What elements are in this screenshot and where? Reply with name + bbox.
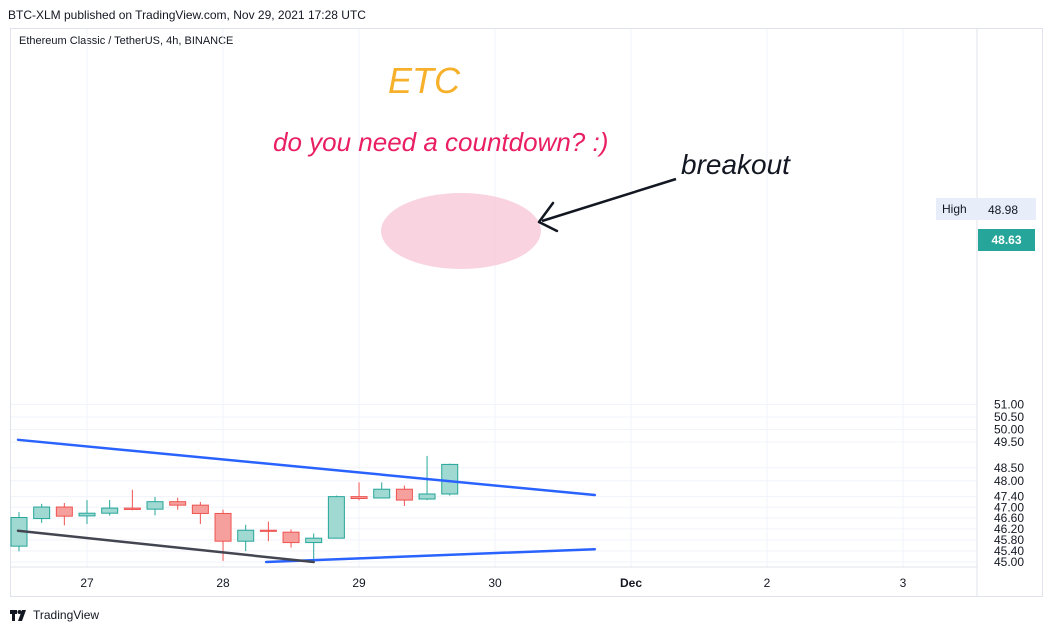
candle-body (237, 529, 255, 542)
candle-body (55, 506, 73, 517)
candle (146, 496, 164, 516)
y-tick-label: 51.00 (994, 398, 1024, 412)
candle (78, 500, 96, 525)
upper-trendline (16, 438, 597, 497)
candle-body (78, 512, 96, 517)
candle-body (33, 506, 51, 520)
support-line (16, 529, 315, 564)
countdown-annotation: do you need a countdown? :) (273, 127, 609, 157)
x-tick-label: 29 (352, 576, 366, 590)
breakout-highlight-ellipse (381, 193, 541, 269)
candle (33, 503, 51, 523)
candle (327, 495, 345, 539)
x-tick-label: 3 (900, 576, 907, 590)
y-tick-label: 48.50 (994, 461, 1024, 475)
candle (305, 533, 323, 562)
candle (350, 482, 368, 501)
x-tick-label: Dec (620, 576, 642, 590)
candles-layer (10, 455, 459, 562)
candle (101, 500, 119, 516)
candle-body (191, 504, 209, 514)
candle (395, 485, 413, 506)
breakout-arrow-shaft (541, 177, 677, 223)
candle-body (123, 507, 141, 510)
footer-brand[interactable]: TradingView (10, 608, 99, 622)
x-tick-label: 27 (80, 576, 94, 590)
y-tick-label: 46.60 (994, 511, 1024, 525)
high-price-box (936, 198, 1036, 220)
candle-body (146, 501, 164, 510)
candle (191, 501, 209, 525)
symbol-info: Ethereum Classic / TetherUS, 4h, BINANCE (19, 35, 234, 47)
candle (237, 524, 255, 552)
chart-frame (10, 28, 1043, 597)
y-tick-label: 50.00 (994, 422, 1024, 436)
breakout-annotation: breakout (681, 149, 790, 180)
candle-body (373, 488, 391, 499)
y-tick-label: 45.80 (994, 533, 1024, 547)
candle-body (418, 493, 436, 500)
candle-body (169, 501, 187, 506)
high-value: 48.98 (988, 203, 1019, 217)
x-tick-label: 28 (216, 576, 230, 590)
candle (169, 497, 187, 510)
etc-annotation: ETC (388, 60, 460, 101)
y-tick-label: 46.20 (994, 522, 1024, 536)
candle (123, 489, 141, 511)
candle-body (441, 463, 459, 495)
high-label: High (942, 202, 967, 216)
x-tick-label: 30 (488, 576, 502, 590)
overlay-layer (16, 177, 677, 564)
chart-grid (11, 29, 977, 567)
y-tick-label: 45.00 (994, 555, 1024, 569)
breakout-arrow-head (537, 201, 559, 233)
y-tick-label: 45.40 (994, 544, 1024, 558)
last-price-badge: 48.63 (978, 229, 1035, 251)
candle-body (395, 488, 413, 501)
tradingview-logo-icon (10, 609, 26, 621)
candle-body (305, 537, 323, 544)
y-tick-label: 48.00 (994, 474, 1024, 488)
y-tick-label: 50.50 (994, 410, 1024, 424)
y-tick-label: 49.50 (994, 435, 1024, 449)
candle-body (327, 496, 345, 539)
lower-trendline (264, 547, 597, 564)
candle (373, 482, 391, 499)
y-tick-label: 47.40 (994, 490, 1024, 504)
candle-body (101, 507, 119, 514)
y-tick-label: 47.00 (994, 500, 1024, 514)
footer-brand-label: TradingView (33, 608, 100, 622)
candle (259, 521, 277, 542)
candle (55, 503, 73, 526)
candle-body (282, 531, 300, 544)
candle (282, 529, 300, 548)
candle-body (214, 512, 232, 542)
x-tick-label: 2 (764, 576, 771, 590)
candle-body (259, 529, 277, 532)
candle-body (350, 496, 368, 499)
publication-info: BTC-XLM published on TradingView.com, No… (8, 8, 366, 22)
